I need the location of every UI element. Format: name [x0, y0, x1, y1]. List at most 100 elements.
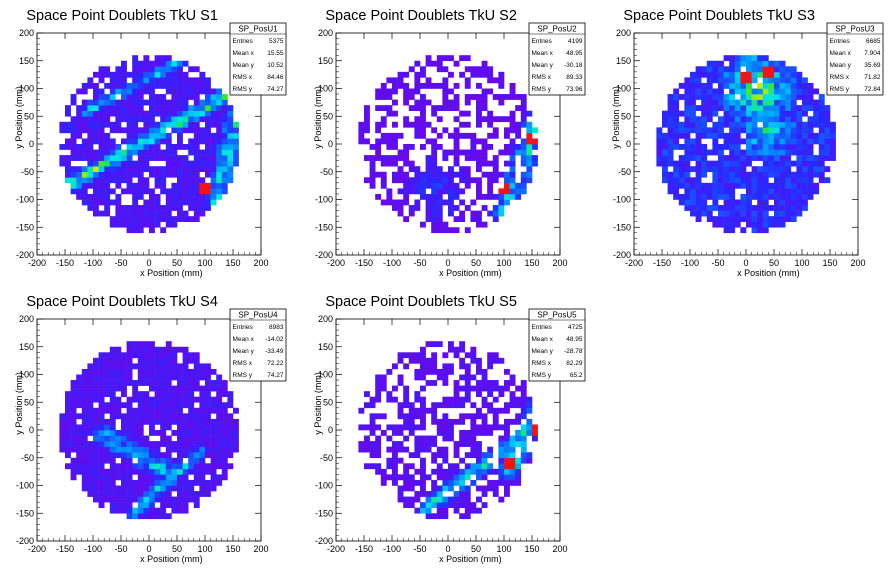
heatmap-cell: [193, 430, 200, 436]
heatmap-cell: [143, 60, 150, 67]
heatmap-cell: [459, 457, 466, 464]
heatmap-cell: [487, 171, 494, 178]
heatmap-cell: [448, 463, 454, 470]
heatmap-cell: [785, 182, 792, 189]
heatmap-cell: [751, 116, 758, 123]
heatmap-cell: [796, 110, 803, 117]
heatmap-cell: [774, 210, 780, 217]
heatmap-cell: [87, 363, 94, 370]
heatmap-cell: [70, 396, 77, 403]
heatmap-cell: [487, 110, 494, 117]
heatmap-cell: [796, 199, 803, 206]
heatmap-cell: [520, 457, 527, 464]
heatmap-cell: [397, 474, 404, 481]
heatmap-cell: [171, 463, 178, 470]
heatmap-cell: [515, 182, 522, 189]
heatmap-cell: [109, 149, 116, 156]
x-tick-label: 100: [197, 544, 212, 554]
heatmap-cell: [76, 435, 83, 442]
heatmap-cell: [802, 155, 808, 161]
heatmap-cell: [442, 171, 449, 178]
heatmap-cell: [65, 391, 71, 397]
heatmap-cell: [143, 160, 150, 167]
stats-value: 48.95: [566, 336, 583, 343]
heatmap-cell: [160, 352, 167, 359]
heatmap-cell: [807, 116, 814, 123]
heatmap-cell: [104, 182, 111, 189]
heatmap-cell: [734, 144, 741, 150]
heatmap-cell: [98, 457, 105, 464]
heatmap-cell: [509, 110, 516, 117]
heatmap-cell: [425, 507, 432, 514]
heatmap-cell: [420, 110, 426, 117]
heatmap-cell: [448, 199, 454, 206]
heatmap-cell: [729, 193, 736, 200]
x-tick-label: -200: [625, 258, 643, 268]
heatmap-cell: [216, 435, 223, 442]
heatmap-cell: [126, 357, 133, 364]
heatmap-cell: [712, 193, 719, 200]
heatmap-cell: [684, 116, 691, 123]
heatmap-cell: [160, 66, 167, 73]
heatmap-cell: [481, 116, 488, 123]
heatmap-cell: [481, 88, 488, 95]
heatmap-cell: [785, 171, 792, 178]
heatmap-cell: [104, 155, 111, 161]
heatmap-cell: [470, 210, 477, 217]
heatmap-cell: [199, 160, 206, 167]
heatmap-cell: [757, 188, 764, 195]
heatmap-cell: [476, 121, 482, 128]
heatmap-cell: [459, 363, 466, 370]
heatmap-cell: [216, 413, 223, 420]
heatmap-cell: [504, 463, 510, 470]
heatmap-cell: [126, 166, 133, 173]
heatmap-cell: [436, 474, 443, 481]
stats-value: 6685: [866, 38, 881, 45]
heatmap-cell: [498, 441, 505, 447]
heatmap-cell: [386, 77, 393, 84]
heatmap-cell: [115, 485, 122, 492]
heatmap-cell: [59, 413, 66, 420]
heatmap-cell: [165, 368, 172, 375]
heatmap-cell: [678, 127, 685, 134]
heatmap-cell: [807, 193, 814, 200]
heatmap-cell: [476, 210, 482, 217]
heatmap-cell: [774, 77, 780, 84]
heatmap-cell: [695, 160, 702, 167]
heatmap-cell: [498, 435, 505, 442]
heatmap-cell: [115, 496, 122, 503]
heatmap-cell: [126, 82, 133, 89]
heatmap-cell: [403, 71, 410, 78]
heatmap-cell: [171, 457, 178, 464]
heatmap-cell: [98, 171, 105, 178]
heatmap-cell: [425, 357, 432, 364]
heatmap-cell: [137, 380, 144, 386]
heatmap-cell: [109, 144, 116, 150]
heatmap-cell: [695, 116, 702, 123]
heatmap-cell: [115, 363, 122, 370]
heatmap-cell: [358, 407, 365, 414]
heatmap-cell: [723, 132, 730, 139]
heatmap-cell: [210, 424, 217, 431]
heatmap-cell: [143, 77, 150, 84]
heatmap-cell: [70, 418, 77, 425]
heatmap-cell: [93, 446, 99, 453]
heatmap-cell: [210, 177, 217, 184]
heatmap-cell: [216, 396, 223, 403]
heatmap-cell: [171, 149, 178, 156]
heatmap-cell: [364, 121, 370, 128]
heatmap-cell: [746, 221, 752, 228]
heatmap-cell: [87, 424, 94, 431]
heatmap-cell: [414, 441, 421, 447]
heatmap-cell: [154, 199, 161, 206]
heatmap-cell: [70, 457, 77, 464]
heatmap-cell: [375, 155, 382, 161]
heatmap-cell: [93, 105, 99, 111]
heatmap-cell: [233, 144, 239, 150]
heatmap-cell: [751, 177, 758, 184]
heatmap-cell: [403, 385, 410, 392]
y-tick-label: -100: [613, 195, 631, 205]
heatmap-cell: [165, 216, 172, 222]
